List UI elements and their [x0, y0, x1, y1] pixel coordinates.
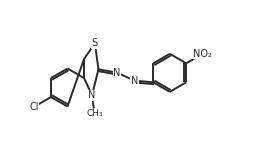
Text: Cl: Cl: [29, 102, 38, 112]
Text: NO₂: NO₂: [193, 49, 211, 59]
Text: S: S: [92, 38, 98, 48]
Text: N: N: [131, 76, 138, 86]
Text: N: N: [88, 90, 96, 100]
Text: N: N: [113, 68, 121, 78]
Text: CH₃: CH₃: [86, 109, 103, 118]
